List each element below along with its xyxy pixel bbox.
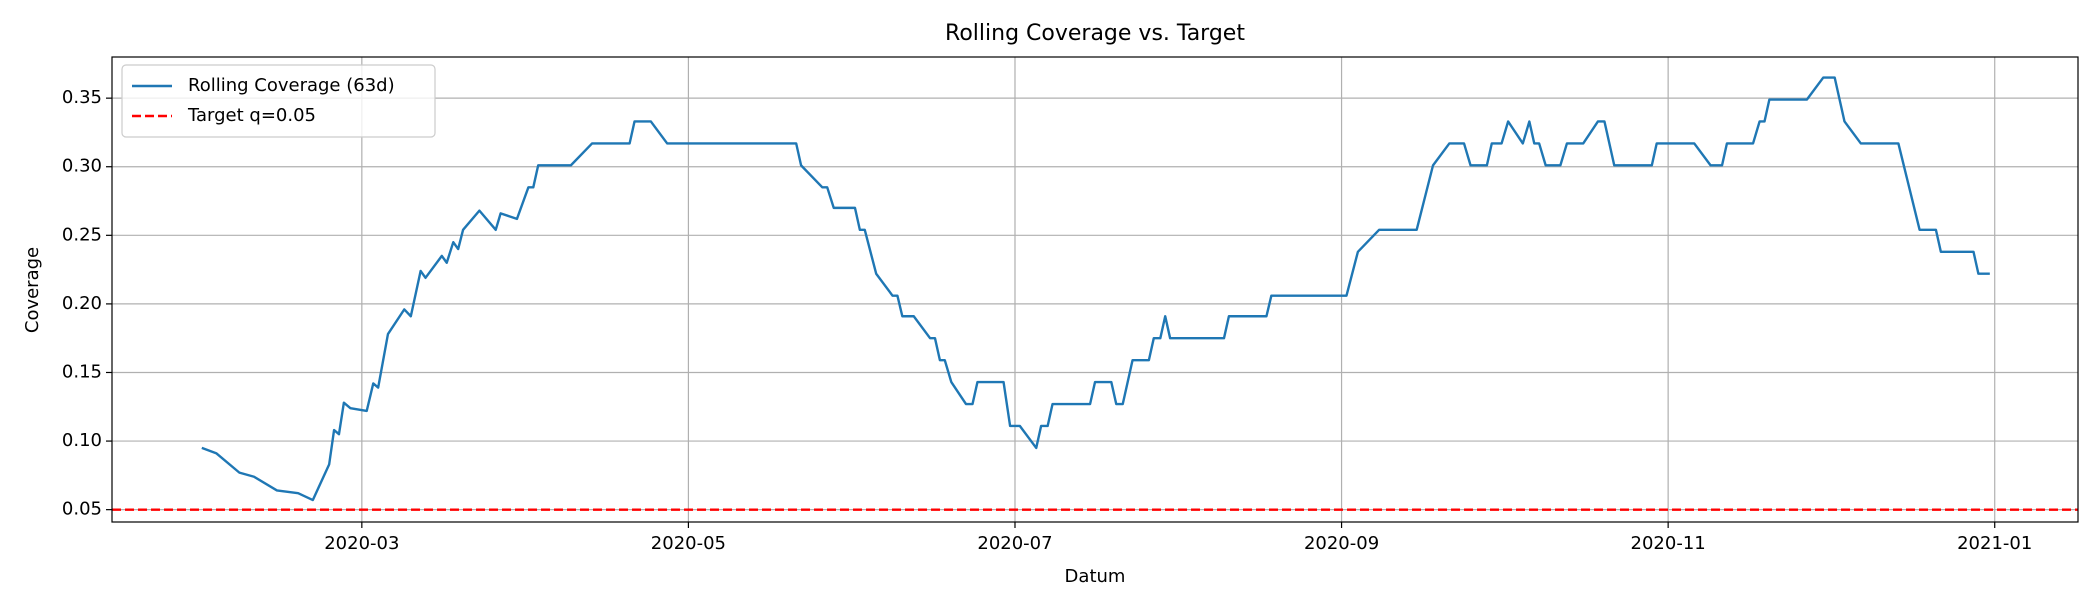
y-tick-label: 0.20 [62, 293, 102, 314]
x-tick-label: 2021-01 [1957, 533, 2032, 554]
x-tick-label: 2020-03 [324, 533, 399, 554]
y-tick-label: 0.25 [62, 224, 102, 245]
data-line [201, 76, 1990, 502]
y-tick-label: 0.30 [62, 156, 102, 177]
x-tick-label: 2020-05 [651, 533, 726, 554]
y-tick-label: 0.05 [62, 499, 102, 520]
x-tick-label: 2020-07 [977, 533, 1052, 554]
y-axis-label: Coverage [22, 247, 43, 333]
x-tick-label: 2020-11 [1631, 533, 1706, 554]
y-tick-label: 0.10 [62, 430, 102, 451]
plot-frame [111, 56, 2079, 523]
y-tick-label: 0.15 [62, 361, 102, 382]
legend: Rolling Coverage (63d) Target q=0.05 [121, 64, 436, 138]
legend-label: Target q=0.05 [187, 105, 316, 126]
y-tick-label: 0.35 [62, 87, 102, 108]
x-axis-label: Datum [1065, 566, 1126, 587]
chart-title: Rolling Coverage vs. Target [945, 21, 1245, 46]
x-tick-label: 2020-09 [1304, 533, 1379, 554]
legend-label: Rolling Coverage (63d) [188, 75, 395, 96]
legend-box [121, 64, 436, 138]
